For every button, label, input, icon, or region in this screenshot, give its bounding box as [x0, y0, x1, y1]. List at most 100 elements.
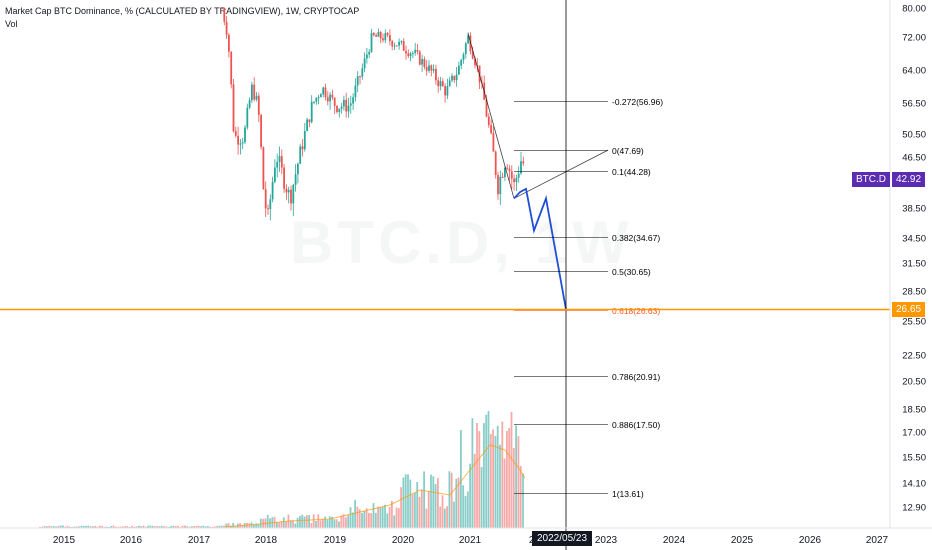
- volume-bar: [294, 523, 297, 528]
- candle-body: [271, 181, 274, 200]
- candle-body: [492, 133, 495, 152]
- candle-body: [221, 8, 223, 9]
- volume-bar: [305, 515, 308, 528]
- candle-body: [320, 94, 322, 98]
- volume-bar: [98, 525, 101, 528]
- x-tick-label: 2021: [459, 535, 482, 546]
- candle-body: [345, 99, 348, 112]
- candle-body: [276, 162, 279, 168]
- candle-body: [301, 146, 304, 150]
- y-tick-label: 14.10: [902, 479, 926, 490]
- candle-body: [384, 33, 387, 41]
- volume-bar: [494, 435, 497, 528]
- candle-body: [441, 81, 444, 87]
- volume-bar: [204, 526, 207, 528]
- volume-indicator-label[interactable]: Vol: [5, 19, 18, 29]
- volume-bar: [181, 525, 184, 528]
- chart-header: Market Cap BTC Dominance, % (CALCULATED …: [5, 5, 359, 31]
- volume-bar: [39, 526, 41, 528]
- candle-body: [338, 108, 341, 113]
- candle-body: [405, 50, 407, 54]
- volume-bar: [439, 506, 442, 528]
- candle-body: [260, 115, 262, 148]
- volume-bar: [427, 491, 430, 528]
- candle-body: [248, 100, 251, 108]
- volume-bar: [163, 526, 166, 528]
- volume-bar: [299, 516, 301, 528]
- volume-bar: [512, 448, 515, 528]
- volume-bar: [515, 425, 517, 528]
- volume-bar: [460, 429, 462, 528]
- volume-bar: [292, 520, 294, 528]
- candle-body: [425, 66, 428, 71]
- fib-trend-line: [513, 149, 609, 199]
- y-tick-label: 18.50: [902, 405, 926, 416]
- volume-bar: [443, 508, 446, 528]
- candle-body: [499, 176, 502, 195]
- candle-body: [313, 101, 315, 103]
- volume-bar: [117, 526, 120, 528]
- volume-bar: [184, 525, 186, 528]
- volume-bar: [356, 506, 359, 528]
- volume-bar: [349, 507, 352, 528]
- volume-bar: [103, 526, 106, 528]
- fib-level-label: 0.886(17.50): [612, 420, 660, 430]
- volume-bar: [397, 508, 400, 528]
- volume-bar: [110, 526, 113, 528]
- volume-bar: [501, 421, 504, 528]
- x-tick-label: 2019: [324, 535, 347, 546]
- volume-bar: [80, 525, 83, 528]
- candle-body: [418, 51, 421, 65]
- candle-body: [237, 135, 239, 145]
- candle-body: [349, 103, 352, 106]
- volume-bar: [296, 517, 299, 528]
- volume-bar: [478, 431, 481, 528]
- y-tick-label: 31.50: [902, 259, 926, 270]
- volume-bar: [158, 526, 161, 528]
- volume-bar: [510, 411, 513, 528]
- candle-body: [485, 99, 488, 117]
- volume-bar: [388, 506, 391, 528]
- volume-bar: [257, 524, 260, 528]
- fib-level-label: 0.5(30.65): [612, 267, 651, 277]
- candle-body: [464, 43, 467, 55]
- volume-bar: [517, 436, 520, 528]
- volume-bar: [391, 500, 393, 528]
- candle-body: [439, 81, 442, 87]
- volume-bar: [202, 525, 205, 528]
- candle-body: [363, 58, 366, 69]
- volume-bar: [379, 507, 382, 528]
- candle-body: [460, 59, 463, 66]
- volume-bar: [78, 526, 80, 528]
- candle-body: [306, 119, 308, 131]
- candle-body: [294, 174, 297, 185]
- volume-bar: [469, 463, 471, 528]
- trend-line: [467, 33, 515, 199]
- volume-bar: [225, 523, 228, 528]
- x-tick-label: 2025: [731, 535, 754, 546]
- volume-bar: [496, 425, 499, 528]
- volume-bar: [508, 428, 511, 528]
- volume-bar: [59, 525, 62, 528]
- volume-bar: [170, 525, 172, 528]
- volume-bar: [338, 521, 340, 528]
- candle-body: [510, 171, 513, 179]
- volume-bar: [234, 525, 237, 528]
- volume-bar: [430, 474, 432, 528]
- candle-body: [497, 174, 499, 195]
- candle-body: [251, 84, 253, 101]
- volume-bar: [69, 526, 71, 528]
- volume-bar: [368, 512, 370, 528]
- volume-bar: [333, 519, 336, 528]
- volume-bar: [453, 501, 455, 528]
- chart-title: Market Cap BTC Dominance, % (CALCULATED …: [5, 6, 360, 16]
- volume-bar: [324, 516, 327, 528]
- candle-body: [359, 76, 361, 78]
- volume-bar: [455, 478, 458, 528]
- volume-bar: [66, 525, 69, 528]
- volume-bar: [315, 520, 317, 528]
- volume-bar: [96, 526, 99, 528]
- candle-body: [299, 146, 302, 164]
- y-tick-label: 20.50: [902, 377, 926, 388]
